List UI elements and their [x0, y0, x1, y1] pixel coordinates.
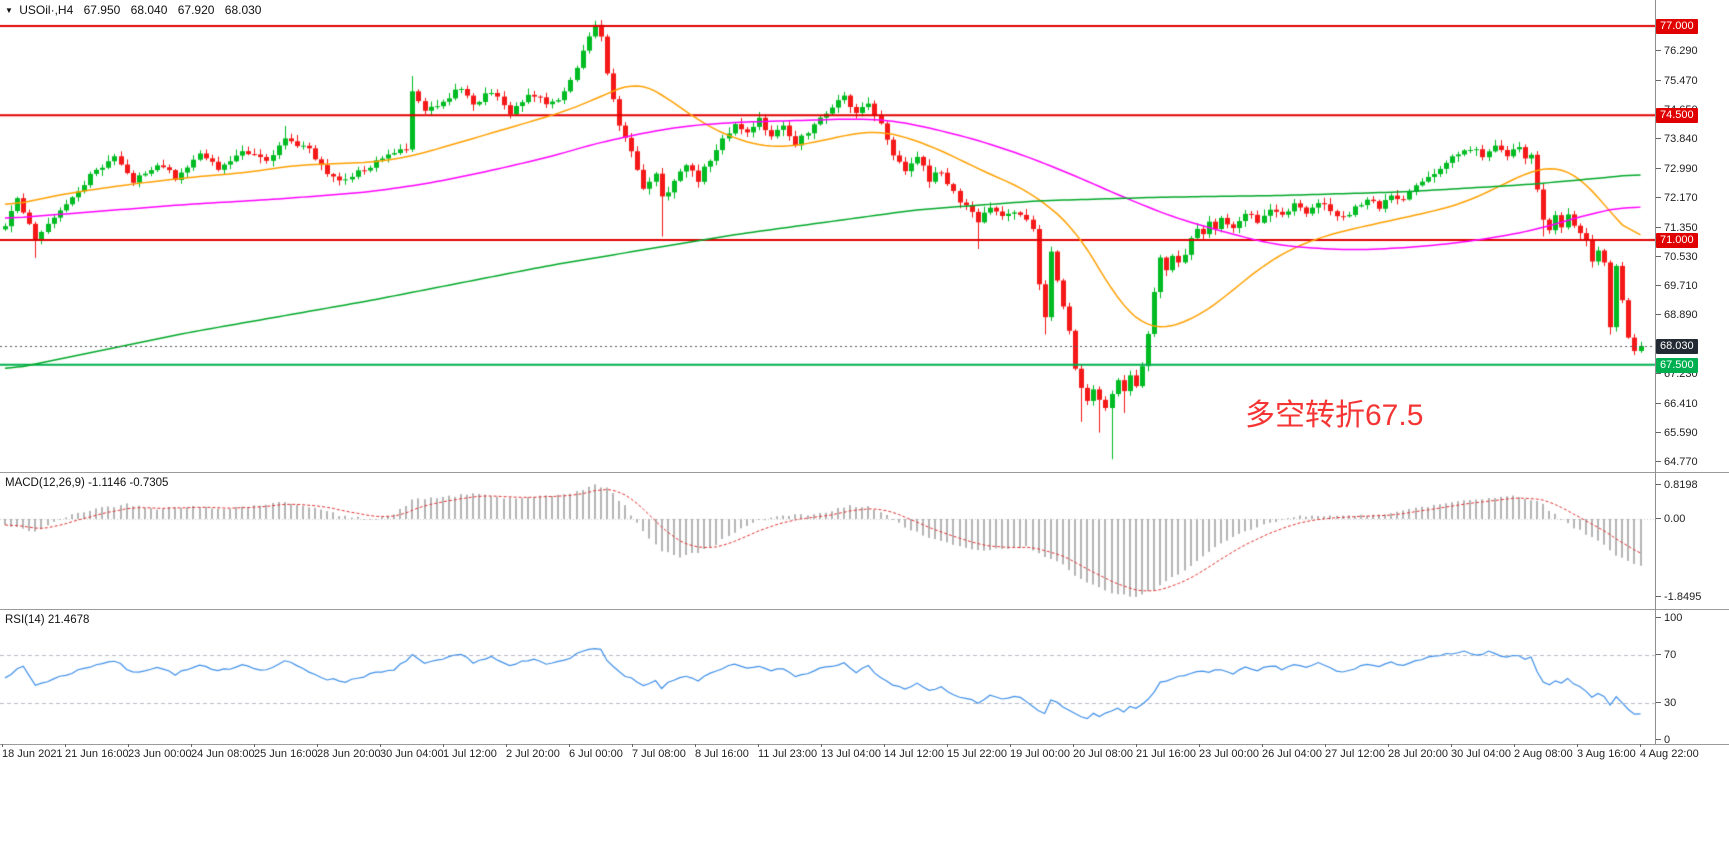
time-axis-label: 23 Jul 00:00: [1199, 744, 1259, 760]
macd-axis-tick-label: 0.8198: [1656, 479, 1698, 491]
time-axis-label: 28 Jun 20:00: [317, 744, 381, 760]
price-axis-tick-label: 76.290: [1656, 45, 1698, 57]
main-chart-canvas[interactable]: [0, 0, 1655, 472]
rsi-axis-tick-label: 30: [1656, 697, 1676, 709]
price-axis-badge: 74.500: [1656, 108, 1698, 124]
price-axis-tick-label: 69.710: [1656, 280, 1698, 292]
time-axis[interactable]: 18 Jun 2021 21 Jun 16:00 23 Jun 00:00 24 Ju…: [0, 744, 1729, 765]
price-axis-badge: 71.000: [1656, 233, 1698, 249]
price-axis-tick-label: 65.590: [1656, 427, 1698, 439]
panel-divider: [0, 744, 1729, 745]
time-axis-label: 2 Aug 08:00: [1514, 744, 1573, 760]
price-axis-tick-label: 70.530: [1656, 251, 1698, 263]
time-axis-label: 19 Jul 00:00: [1010, 744, 1070, 760]
rsi-value-axis[interactable]: 100 70 30 0: [1656, 610, 1728, 746]
panel-divider: [0, 472, 1729, 473]
time-axis-label: 23 Jun 00:00: [128, 744, 192, 760]
time-axis-label: 11 Jul 23:00: [758, 744, 818, 760]
time-axis-label: 1 Jul 12:00: [443, 744, 497, 760]
price-axis-tick-label: 73.840: [1656, 133, 1698, 145]
rsi-panel-canvas[interactable]: [0, 610, 1655, 744]
panel-divider: [0, 609, 1729, 610]
rsi-axis-tick-label: 100: [1656, 612, 1682, 624]
chart-title: ▼ USOil·,H4 67.950 68.040 67.920 68.030: [5, 3, 261, 17]
time-axis-label: 27 Jul 12:00: [1325, 744, 1385, 760]
time-axis-label: 30 Jun 04:00: [380, 744, 444, 760]
macd-axis-tick-label: 0.00: [1656, 513, 1685, 525]
time-axis-label: 18 Jun 2021: [2, 744, 63, 760]
time-axis-label: 21 Jun 16:00: [65, 744, 129, 760]
annotation-text[interactable]: 多空转折67.5: [1245, 399, 1424, 432]
price-axis-tick-label: 75.470: [1656, 75, 1698, 87]
symbol-timeframe-label: USOil·,H4: [19, 3, 74, 17]
time-axis-label: 4 Aug 22:00: [1640, 744, 1699, 760]
macd-axis-tick-label: -1.8495: [1656, 591, 1701, 603]
price-axis-badge: 67.500: [1656, 357, 1698, 373]
time-axis-label: 30 Jul 04:00: [1451, 744, 1511, 760]
time-axis-label: 14 Jul 12:00: [884, 744, 944, 760]
time-axis-label: 26 Jul 04:00: [1262, 744, 1322, 760]
price-axis-tick-label: 71.350: [1656, 222, 1698, 234]
price-axis-tick-label: 72.170: [1656, 192, 1698, 204]
time-axis-label: 25 Jun 16:00: [254, 744, 318, 760]
price-axis-tick-label: 66.410: [1656, 398, 1698, 410]
main-price-axis[interactable]: 76.29075.47074.65073.84072.99072.17071.3…: [1656, 0, 1728, 472]
time-axis-label: 8 Jul 16:00: [695, 744, 749, 760]
time-axis-label: 3 Aug 16:00: [1577, 744, 1636, 760]
price-axis-tick-label: 68.890: [1656, 309, 1698, 321]
price-axis-badge: 77.000: [1656, 19, 1698, 35]
price-axis-line: [1655, 0, 1656, 744]
price-axis-tick-label: 72.990: [1656, 163, 1698, 175]
rsi-indicator-label: RSI(14) 21.4678: [5, 614, 90, 626]
time-axis-label: 24 Jun 08:00: [191, 744, 255, 760]
time-axis-label: 6 Jul 00:00: [569, 744, 623, 760]
time-axis-label: 20 Jul 08:00: [1073, 744, 1133, 760]
ohlc-low-value: 67.920: [177, 3, 215, 17]
price-axis-tick-label: 64.770: [1656, 456, 1698, 468]
time-axis-label: 2 Jul 20:00: [506, 744, 560, 760]
ohlc-high-value: 68.040: [130, 3, 168, 17]
time-axis-label: 28 Jul 20:00: [1388, 744, 1448, 760]
time-axis-label: 7 Jul 08:00: [632, 744, 686, 760]
price-axis-badge: 68.030: [1656, 338, 1698, 354]
ohlc-open-value: 67.950: [83, 3, 121, 17]
macd-value-axis[interactable]: 0.8198 0.00 -1.8495: [1656, 473, 1728, 609]
macd-indicator-label: MACD(12,26,9) -1.1146 -0.7305: [5, 477, 169, 489]
time-axis-label: 21 Jul 16:00: [1136, 744, 1196, 760]
rsi-axis-tick-label: 0: [1656, 734, 1670, 746]
time-axis-label: 13 Jul 04:00: [821, 744, 881, 760]
rsi-axis-tick-label: 70: [1656, 649, 1676, 661]
macd-panel-canvas[interactable]: [0, 473, 1655, 609]
ohlc-close-value: 68.030: [224, 3, 262, 17]
symbol-dropdown-icon[interactable]: ▼: [5, 6, 13, 15]
time-axis-label: 15 Jul 22:00: [947, 744, 1007, 760]
